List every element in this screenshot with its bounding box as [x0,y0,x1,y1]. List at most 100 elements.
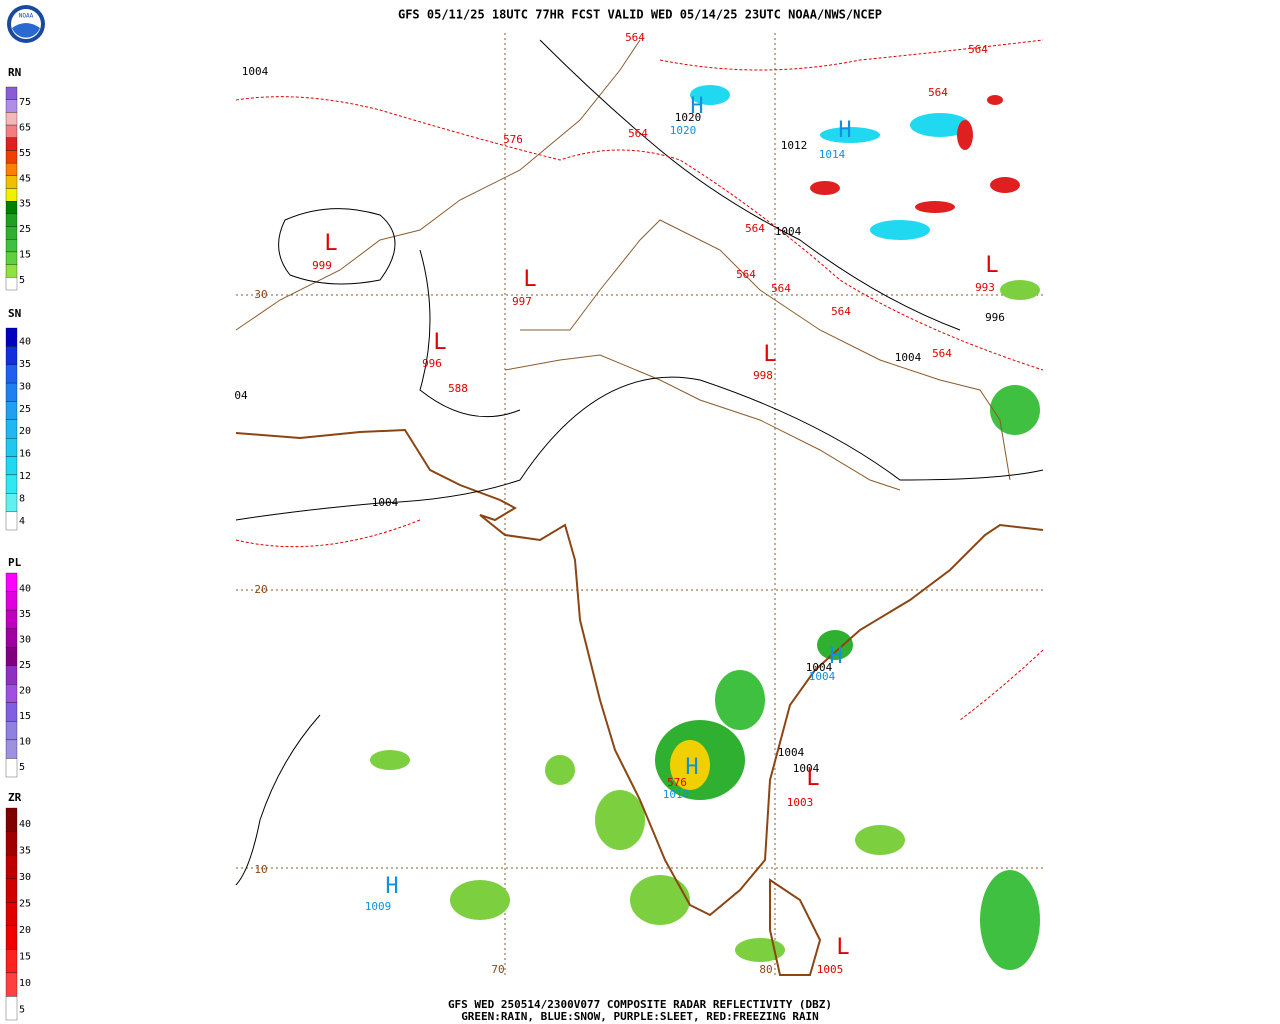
legend-swatch [5,721,18,741]
legend-title: PL [8,556,22,569]
legend-title: ZR [8,791,22,804]
pressure-center: L [324,231,337,256]
contour-label: 1004 [806,661,833,674]
legend-title: SN [8,307,21,320]
legend-tick: 4 [19,516,25,527]
legend-swatch [5,99,18,113]
contour-label: 576 [667,776,687,789]
legend-swatch [5,201,18,215]
legend-swatch [5,137,18,151]
legend-tick: 12 [19,471,31,482]
legend-swatch [5,264,18,278]
legend-tick: 25 [19,404,31,415]
legend-tick: 20 [19,685,31,696]
contour-label: 576 [503,133,523,146]
legend-swatch [5,188,18,202]
contour-label: 564 [968,43,988,56]
legend-swatch [5,438,18,457]
rain-areas [370,280,1040,970]
contour-label: 1004 [895,351,922,364]
contour-label: 564 [625,31,645,44]
latitude-label: 20 [254,583,267,596]
legend-swatch [5,854,18,879]
legend-swatch [5,996,18,1021]
legend-tick: 15 [19,711,31,722]
contour-label: 1020 [675,111,702,124]
legend-swatch [5,572,18,592]
legend-tick: 55 [19,148,31,159]
legend-tick: 10 [19,978,31,989]
legend-tick: 5 [19,275,25,286]
contour-label: 1005 [817,963,844,976]
legend-swatch [5,277,18,291]
contour-label: 993 [975,281,995,294]
footer-line2: GREEN:RAIN, BLUE:SNOW, PURPLE:SLEET, RED… [461,1010,819,1023]
coastline [235,428,1044,976]
legend-swatch [5,419,18,439]
longitude-label: 80 [759,963,772,976]
legend-swatch [5,162,18,176]
contour-label: 1004 [372,496,399,509]
legend-swatch [5,591,18,611]
legend-swatch [5,665,18,685]
legend-swatch [5,86,18,100]
pressure-center: L [985,253,998,278]
contour-label: 1004 [778,746,805,759]
contour-label: 04 [234,389,248,402]
legend-tick: 35 [19,359,31,370]
legend-swatch [5,972,18,997]
logo-text: NOAA [19,13,34,20]
legend-tick: 15 [19,951,31,962]
legend-tick: 30 [19,872,31,883]
contour-label: 1012 [781,139,808,152]
contour-label: 1003 [787,796,814,809]
legend-title: RN [8,66,21,79]
legend-tick: 16 [19,449,31,460]
legend-swatch [5,807,18,832]
legend-swatch [5,493,18,512]
legend-swatch [5,213,18,227]
thickness-lines [235,39,1044,721]
pressure-center: L [836,935,849,960]
title: GFS 05/11/25 18UTC 77HR FCST VALID WED 0… [398,8,882,22]
contour-label: 1004 [809,670,836,683]
pressure-center: H [829,644,842,669]
pressure-center: H [385,874,398,899]
contour-label: 564 [831,305,851,318]
contour-label: 1004 [242,65,269,78]
legend-swatch [5,474,18,494]
legend-swatch [5,831,18,856]
legend-swatch [5,647,18,666]
contour-label: 1020 [670,124,697,137]
legend-tick: 30 [19,634,31,645]
contour-label: 1004 [775,225,802,238]
freezing-areas [810,95,1020,213]
legend-swatch [5,511,18,531]
legend-tick: 65 [19,123,31,134]
latitude-label: 30 [254,288,267,301]
legend-tick: 25 [19,660,31,671]
legend-swatch [5,739,18,759]
legend-swatch [5,124,18,138]
contour-label: 1014 [819,148,846,161]
legend-tick: 40 [19,583,31,594]
legend-swatch [5,609,18,629]
legend-tick: 40 [19,819,31,830]
footer-line1: GFS WED 250514/2300V077 COMPOSITE RADAR … [448,998,832,1011]
noaa-logo: NOAA [7,5,45,43]
legend-tick: 10 [19,736,31,747]
snow-areas [690,85,970,240]
legend-swatch [5,878,18,903]
pressure-center: L [806,766,819,791]
pressure-center: L [523,267,536,292]
isobars [235,39,1044,886]
legend-swatch [5,925,18,950]
contour-label: 1009 [365,900,392,913]
contour-label: 588 [448,382,468,395]
contour-label: 996 [985,311,1005,324]
legend-tick: 25 [19,224,31,235]
legend-swatch [5,364,18,384]
legend-swatch [5,150,18,164]
legend-tick: 15 [19,249,31,260]
